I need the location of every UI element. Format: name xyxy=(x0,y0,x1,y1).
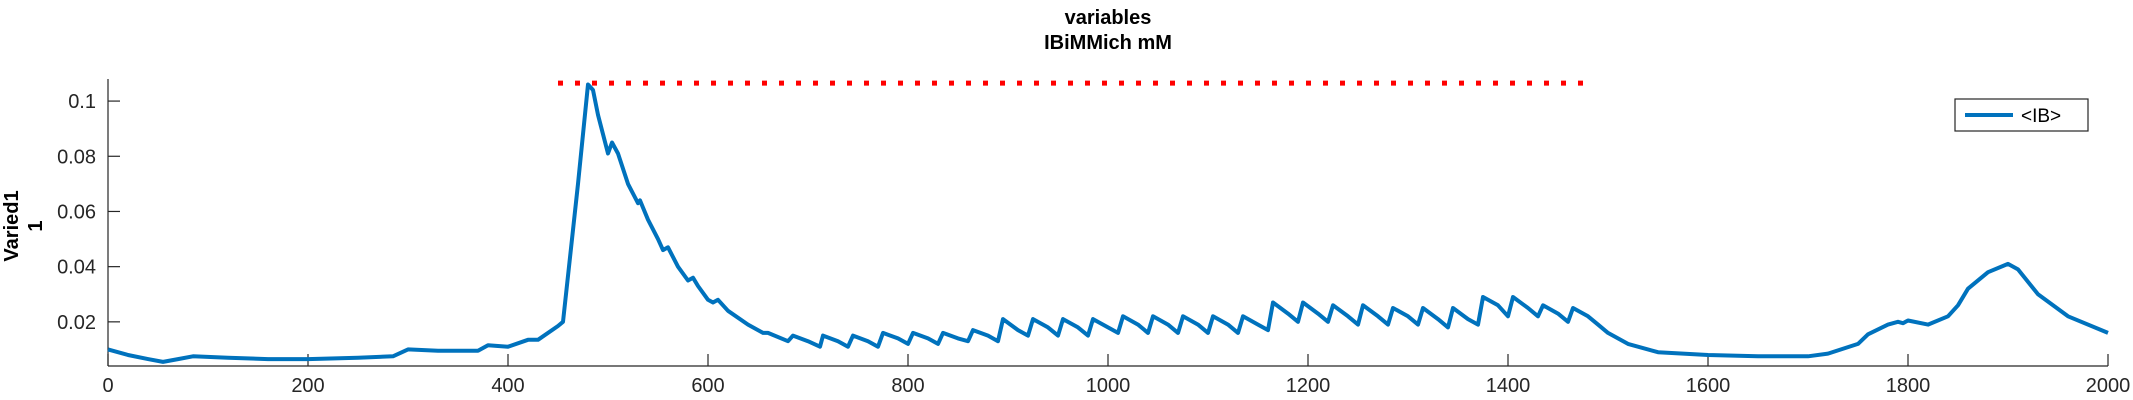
x-tick-label: 600 xyxy=(691,375,724,397)
y-tick-label: 0.06 xyxy=(57,201,96,223)
x-tick-label: 2000 xyxy=(2086,375,2131,397)
x-tick-label: 1000 xyxy=(1086,375,1131,397)
y-axis-label-line-1: Varied1 xyxy=(1,190,23,261)
chart-title-line-1: variables xyxy=(1065,7,1152,29)
chart-title: variables IBiMMich mM xyxy=(1044,7,1172,54)
legend-label: <IB> xyxy=(2021,106,2061,127)
y-axis-label: Varied1 1 xyxy=(1,190,47,261)
x-tick-label: 800 xyxy=(891,375,924,397)
y-tick-label: 0.04 xyxy=(57,257,96,279)
series-line-0 xyxy=(107,82,2109,364)
y-tick-label: 0.02 xyxy=(57,312,96,334)
x-tick-label: 1800 xyxy=(1886,375,1931,397)
x-tick-label: 400 xyxy=(491,375,524,397)
x-tick-label: 200 xyxy=(291,375,324,397)
chart-title-line-2: IBiMMich mM xyxy=(1044,32,1172,54)
y-tick-label: 0.08 xyxy=(57,146,96,168)
x-tick-label: 1400 xyxy=(1486,375,1531,397)
y-tick-label: 0.1 xyxy=(68,91,96,113)
plot-area xyxy=(107,80,2109,364)
x-tick-label: 0 xyxy=(102,375,113,397)
x-tick-label: 1200 xyxy=(1286,375,1331,397)
y-axis-label-line-2: 1 xyxy=(25,220,47,231)
x-tick-label: 1600 xyxy=(1686,375,1731,397)
axes: 0 200 400 600 800 1000 1200 1400 1600 1800 2000 0.0… xyxy=(57,79,2130,397)
legend: <IB> xyxy=(1954,98,2089,132)
